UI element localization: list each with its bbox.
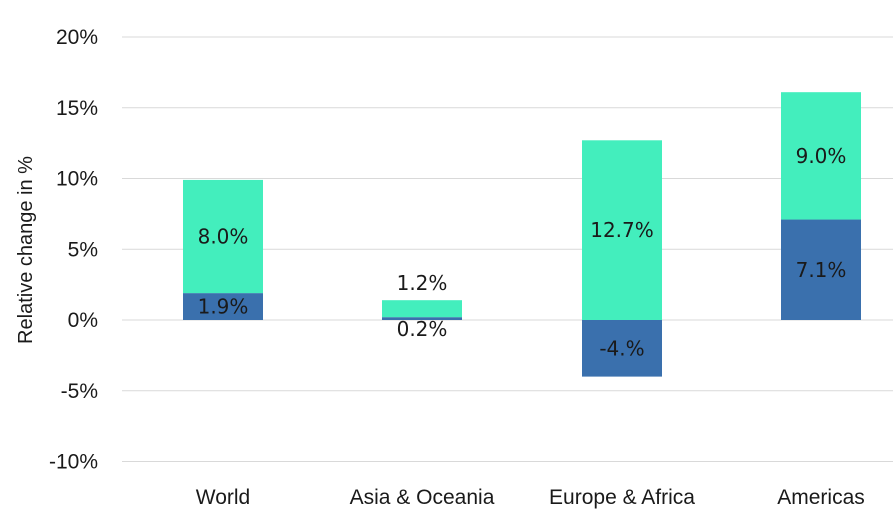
bar-segment <box>382 300 462 318</box>
bar-segment <box>183 293 263 320</box>
y-tick-label: 5% <box>68 238 98 261</box>
y-tick-label: 15% <box>56 97 98 120</box>
y-tick-label: 0% <box>68 309 98 332</box>
bar-segment <box>582 140 662 320</box>
data-label: 1.2% <box>397 271 448 295</box>
data-label: 1.9% <box>198 295 249 319</box>
data-label: 0.2% <box>397 317 448 341</box>
x-axis-categories: World Asia & Oceania Europe & Africa Americ… <box>196 486 865 509</box>
bar-segment <box>781 219 861 320</box>
data-label: 8.0% <box>198 225 249 249</box>
x-category-label: Americas <box>777 486 865 509</box>
bar-segment <box>183 179 263 294</box>
data-label: 12.7% <box>590 218 654 242</box>
x-category-label: Asia & Oceania <box>350 486 495 509</box>
bars <box>183 92 861 377</box>
y-tick-label: 10% <box>56 168 98 191</box>
y-tick-label: 20% <box>56 26 98 49</box>
x-category-label: Europe & Africa <box>549 486 695 509</box>
x-category-label: World <box>196 486 250 509</box>
y-axis-ticks: -10% -5% 0% 5% 10% 15% 20% <box>49 26 98 474</box>
y-axis-title: Relative change in % <box>15 156 37 344</box>
bar-segment <box>781 92 861 220</box>
data-label: 9.0% <box>796 144 847 168</box>
y-tick-label: -10% <box>49 451 98 474</box>
bar-segment <box>382 317 462 320</box>
data-labels: 1.9% 8.0% 0.2% 1.2% -4.% 12.7% 7.1% 9.0% <box>198 144 847 360</box>
data-label: -4.% <box>599 336 644 360</box>
data-label: 7.1% <box>796 258 847 282</box>
y-tick-label: -5% <box>61 380 98 403</box>
bar-segment <box>582 320 662 377</box>
